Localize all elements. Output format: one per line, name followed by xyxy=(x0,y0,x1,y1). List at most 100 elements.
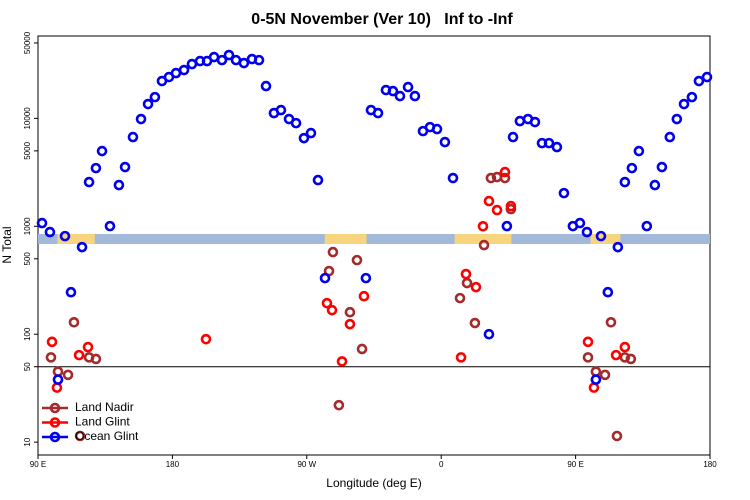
data-point xyxy=(74,430,86,442)
data-point xyxy=(96,145,108,157)
data-point xyxy=(686,91,698,103)
data-point xyxy=(76,241,88,253)
data-point xyxy=(551,141,563,153)
data-point xyxy=(460,268,472,280)
data-point xyxy=(65,286,77,298)
data-point xyxy=(439,136,451,148)
data-point xyxy=(312,174,324,186)
data-point xyxy=(595,230,607,242)
data-point xyxy=(656,161,668,173)
x-tick-label: 90 E xyxy=(30,460,46,469)
data-point xyxy=(501,220,513,232)
data-point xyxy=(238,57,250,69)
data-point xyxy=(333,399,345,411)
data-point xyxy=(36,217,48,229)
data-point xyxy=(619,341,631,353)
data-point xyxy=(44,226,56,238)
x-tick-label: 0 xyxy=(439,460,444,469)
data-point xyxy=(641,220,653,232)
data-point xyxy=(649,179,661,191)
data-point xyxy=(507,131,519,143)
data-point xyxy=(574,217,586,229)
land-segment xyxy=(590,234,621,244)
data-point xyxy=(46,336,58,348)
plot-frame xyxy=(37,35,711,456)
data-point xyxy=(610,349,622,361)
data-point xyxy=(104,220,116,232)
data-point xyxy=(588,382,600,393)
data-point xyxy=(693,75,705,87)
legend-label: Ocean Glint xyxy=(75,429,139,443)
data-point xyxy=(478,239,490,251)
legend-label: Land Nadir xyxy=(75,400,134,414)
y-tick-label: 1000 xyxy=(23,217,32,235)
data-point xyxy=(73,349,85,361)
data-point xyxy=(491,204,503,216)
data-point xyxy=(319,272,331,284)
y-tick-label: 50000 xyxy=(23,31,32,54)
legend-marker xyxy=(49,402,61,414)
data-point xyxy=(358,290,370,302)
data-point xyxy=(83,176,95,188)
x-tick-label: 90 E xyxy=(567,460,583,469)
data-point xyxy=(470,281,482,293)
data-point xyxy=(447,172,459,184)
data-point xyxy=(260,80,272,92)
data-point xyxy=(68,316,80,328)
data-point xyxy=(625,353,637,365)
data-point xyxy=(605,316,617,328)
y-tick-label: 5000 xyxy=(23,141,32,159)
y-tick-label: 100 xyxy=(23,327,32,341)
data-point xyxy=(135,113,147,125)
data-point xyxy=(223,49,235,61)
data-point xyxy=(387,85,399,97)
data-point xyxy=(678,98,690,110)
data-point xyxy=(305,127,317,139)
data-point xyxy=(619,352,631,363)
data-point xyxy=(298,132,310,144)
data-point xyxy=(127,131,139,143)
data-point xyxy=(200,333,212,345)
data-point xyxy=(483,328,495,340)
data-point xyxy=(344,318,356,330)
data-point xyxy=(336,356,348,367)
data-point xyxy=(671,113,683,125)
data-point xyxy=(327,246,339,258)
y-tick-label: 500 xyxy=(23,252,32,266)
y-axis-label: N Total xyxy=(0,226,14,263)
data-point xyxy=(90,162,102,174)
data-point xyxy=(51,382,63,393)
data-point xyxy=(178,64,190,76)
data-point xyxy=(590,374,602,385)
land-segment xyxy=(324,234,367,244)
data-point xyxy=(119,161,131,173)
data-point xyxy=(149,91,161,103)
data-point xyxy=(469,317,481,329)
data-point xyxy=(275,104,287,116)
data-point xyxy=(611,430,623,442)
land-segment xyxy=(454,234,512,244)
y-tick-label: 10000 xyxy=(23,107,32,130)
data-point xyxy=(701,71,713,83)
data-point xyxy=(543,137,555,149)
data-point xyxy=(409,90,421,102)
data-point xyxy=(558,187,570,199)
data-point xyxy=(599,369,611,381)
data-point xyxy=(431,123,443,135)
y-tick-label: 50 xyxy=(23,362,32,371)
data-point xyxy=(477,221,489,232)
x-axis-label: Longitude (deg E) xyxy=(326,476,421,490)
data-point xyxy=(612,241,624,253)
x-tick-label: 180 xyxy=(703,460,717,469)
data-point xyxy=(455,352,467,363)
data-point xyxy=(90,353,102,365)
data-point xyxy=(321,297,333,309)
data-point xyxy=(619,176,631,188)
data-point xyxy=(142,98,154,110)
data-point xyxy=(82,341,94,353)
data-point xyxy=(394,90,406,102)
data-point xyxy=(59,230,71,242)
data-point xyxy=(290,117,302,129)
data-point xyxy=(529,116,541,128)
